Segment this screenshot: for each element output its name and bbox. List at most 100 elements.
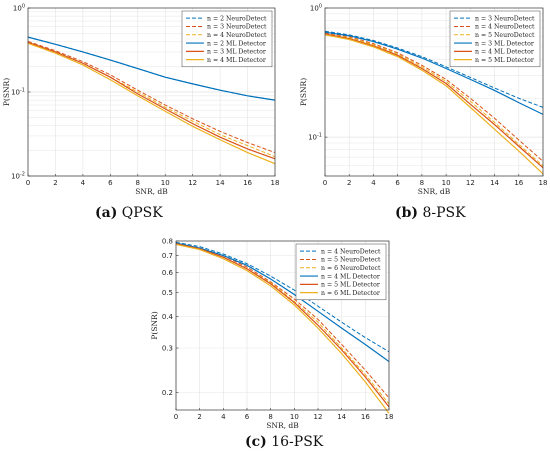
y-axis-label: P(SNR) <box>150 311 159 339</box>
caption-qpsk: (a) QPSK <box>95 205 163 221</box>
caption-8psk: (b) 8-PSK <box>395 205 466 221</box>
x-axis-label: SNR, dB <box>266 421 299 430</box>
x-tick-label: 12 <box>466 179 475 187</box>
x-tick-label: 2 <box>197 413 201 421</box>
x-tick-label: 8 <box>268 413 272 421</box>
x-tick-label: 0 <box>174 413 178 421</box>
legend-box <box>449 10 541 68</box>
x-tick-label: 12 <box>314 413 323 421</box>
x-tick-label: 4 <box>81 179 86 187</box>
x-tick-label: 8 <box>136 179 140 187</box>
y-tick-label: 0.5 <box>162 289 173 297</box>
legend-entry: n = 3 ML Detector <box>207 49 266 56</box>
series-line-5 <box>175 243 390 408</box>
y-tick-label: 0.6 <box>162 269 174 277</box>
x-tick-label: 10 <box>442 179 451 187</box>
x-tick-label: 18 <box>385 413 394 421</box>
x-axis-label: SNR, dB <box>135 187 168 196</box>
x-tick-label: 14 <box>490 179 499 187</box>
x-tick-label: 16 <box>243 179 252 187</box>
legend-entry: n = 6 ML Detector <box>321 290 380 297</box>
y-axis-label: P(SNR) <box>299 78 308 106</box>
series-line-6 <box>27 42 276 165</box>
legend-entry: n = 4 NeuroDetect <box>207 32 267 39</box>
series-line-6 <box>324 34 544 175</box>
y-tick-label: 10-1 <box>308 133 322 142</box>
series-line-2 <box>324 32 544 162</box>
x-tick-label: 16 <box>514 179 523 187</box>
axes-frame <box>27 7 276 177</box>
legend-entry: n = 3 ML Detector <box>475 40 534 47</box>
x-tick-label: 6 <box>245 413 250 421</box>
x-tick-label: 14 <box>337 413 346 421</box>
caption-text: QPSK <box>121 205 163 221</box>
x-tick-label: 10 <box>161 179 170 187</box>
y-tick-label: 0.2 <box>162 389 173 397</box>
y-tick-label: 10-2 <box>11 172 25 181</box>
series-line-1 <box>324 30 544 108</box>
x-tick-label: 12 <box>188 179 197 187</box>
legend-box <box>181 10 273 68</box>
caption-text: 16-PSK <box>271 434 324 450</box>
series-line-6 <box>175 243 390 414</box>
y-tick-label: 0.3 <box>162 345 173 353</box>
x-tick-label: 6 <box>395 179 400 187</box>
x-tick-label: 2 <box>53 179 57 187</box>
series-line-1 <box>175 241 390 353</box>
legend-entry: n = 6 NeuroDetect <box>321 265 381 272</box>
series-line-2 <box>27 40 276 154</box>
y-tick-label: 0.4 <box>162 313 174 321</box>
x-tick-label: 4 <box>221 413 226 421</box>
series-line-5 <box>27 41 276 160</box>
legend-entry: n = 4 NeuroDetect <box>321 248 381 255</box>
x-tick-label: 10 <box>290 413 299 421</box>
axes-frame <box>324 7 544 177</box>
caption-label: (c) <box>245 434 267 450</box>
legend-entry: n = 5 ML Detector <box>475 57 534 64</box>
x-tick-label: 4 <box>371 179 376 187</box>
legend-entry: n = 5 NeuroDetect <box>475 32 535 39</box>
legend-entry: n = 3 NeuroDetect <box>207 24 267 31</box>
chart-panel-16psk: 0 2 4 6 8 10 12 14 16 18 0.8 0.7 0.6 0.5 0.4 0.3 0.2 SNR,… <box>150 238 393 431</box>
legend-entry: n = 4 ML Detector <box>475 49 534 56</box>
series-line-4 <box>27 36 276 101</box>
x-tick-label: 8 <box>420 179 424 187</box>
caption-text: 8-PSK <box>422 205 466 221</box>
x-tick-label: 0 <box>323 179 327 187</box>
y-tick-label: 10-1 <box>11 88 25 97</box>
x-tick-label: 14 <box>216 179 225 187</box>
x-tick-label: 16 <box>361 413 370 421</box>
x-tick-label: 2 <box>347 179 351 187</box>
y-axis-label: P(SNR) <box>2 78 11 106</box>
legend-entry: n = 2 ML Detector <box>207 40 266 47</box>
series-line-3 <box>324 33 544 167</box>
y-tick-label: 100 <box>13 4 25 13</box>
x-tick-label: 0 <box>26 179 30 187</box>
x-tick-label: 18 <box>539 179 548 187</box>
legend-box <box>295 243 387 301</box>
x-axis-label: SNR, dB <box>418 187 451 196</box>
y-tick-label: 0.7 <box>162 252 173 260</box>
series-line-4 <box>175 242 390 363</box>
legend-entry: n = 5 ML Detector <box>321 282 380 289</box>
series-line-4 <box>324 31 544 115</box>
y-tick-label: 0.8 <box>162 238 173 246</box>
caption-label: (b) <box>395 205 419 221</box>
chart-panel-8psk: 0 2 4 6 8 10 12 14 16 18 100 10-1 SNR, dB P(SNR) n = 3… <box>299 4 547 197</box>
chart-panel-qpsk: 0 2 4 6 8 10 12 14 16 18 100 10-1 10-2 SNR, dB P(SNR) n… <box>2 4 279 197</box>
caption-label: (a) <box>95 205 118 221</box>
axes-frame <box>175 240 390 411</box>
series-line-5 <box>324 33 544 169</box>
legend-entry: n = 2 NeuroDetect <box>207 15 267 22</box>
legend-entry: n = 4 ML Detector <box>321 273 380 280</box>
x-tick-label: 6 <box>108 179 113 187</box>
y-tick-label: 100 <box>310 4 322 13</box>
legend-entry: n = 4 ML Detector <box>207 57 266 64</box>
legend-entry: n = 3 NeuroDetect <box>475 15 535 22</box>
caption-16psk: (c) 16-PSK <box>245 434 323 450</box>
legend-entry: n = 5 NeuroDetect <box>321 257 381 264</box>
